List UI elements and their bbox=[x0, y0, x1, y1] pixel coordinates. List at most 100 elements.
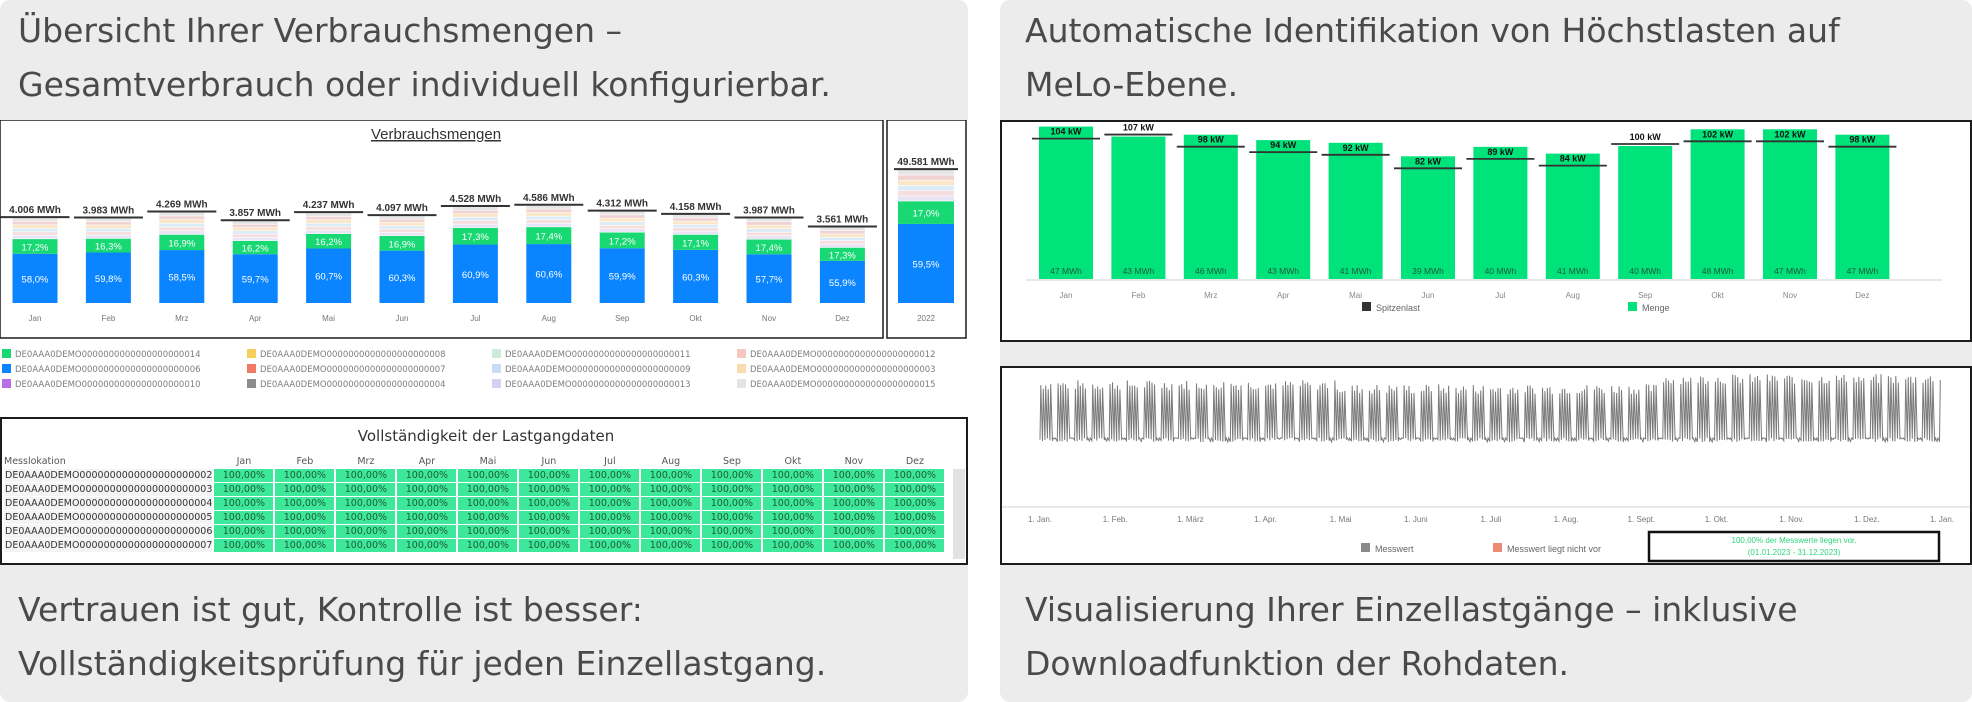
peak-label: 102 kW bbox=[1774, 129, 1806, 139]
table-header: Feb bbox=[296, 456, 314, 467]
peak-label: 82 kW bbox=[1415, 156, 1442, 166]
bar-minor-segment bbox=[452, 224, 498, 228]
bar-minor-segment bbox=[159, 216, 205, 220]
volume-label: 47 MWh bbox=[1774, 266, 1806, 276]
bar-minor-segment bbox=[746, 218, 792, 222]
caption-top-left: Übersicht Ihrer Verbrauchsmengen – Gesamt… bbox=[18, 11, 831, 104]
bar-minor-segment bbox=[599, 225, 645, 229]
bar-minor-segment bbox=[599, 229, 645, 232]
timeseries-line bbox=[1039, 374, 1941, 444]
bar-green-label: 17,4% bbox=[535, 232, 562, 243]
bar-minor-segment bbox=[599, 222, 645, 225]
table-row: DE0AAA0DEMO0000000000000000000005 100,00%… bbox=[4, 511, 945, 524]
table-cell-value: 100,00% bbox=[397, 511, 457, 524]
annual-bar-minor-segment bbox=[898, 170, 954, 175]
bar-minor-segment bbox=[85, 235, 131, 239]
table-cell-value: 100,00% bbox=[763, 483, 823, 496]
x-tick-label: Mrz bbox=[1204, 291, 1217, 300]
table-cell-location: DE0AAA0DEMO0000000000000000000002 bbox=[4, 469, 213, 482]
x-tick-label: Jul bbox=[470, 314, 480, 323]
bar-minor-segment bbox=[526, 216, 572, 220]
bar-green bbox=[526, 227, 572, 245]
table-cell-value: 100,00% bbox=[641, 497, 701, 510]
x-tick-label: Aug bbox=[1566, 291, 1580, 300]
bar-blue-label: 60,3% bbox=[389, 273, 416, 284]
bar-minor-segment bbox=[673, 221, 719, 225]
x-tick-label: Mai bbox=[1349, 291, 1362, 300]
x-tick-label: 1. Mai bbox=[1330, 515, 1352, 524]
volume-label: 46 MWh bbox=[1195, 266, 1227, 276]
legend-swatch bbox=[737, 364, 746, 373]
bar-blue bbox=[746, 254, 792, 303]
table-cell-value: 100,00% bbox=[824, 469, 884, 482]
volume-label: 47 MWh bbox=[1050, 266, 1082, 276]
bar-minor-segment bbox=[12, 232, 58, 236]
x-tick-label: Nov bbox=[762, 314, 776, 323]
bar-green-label: 16,9% bbox=[389, 239, 416, 250]
peak-label: 102 kW bbox=[1702, 129, 1734, 139]
table-cell-value: 100,00% bbox=[702, 511, 762, 524]
bar-minor-segment bbox=[12, 225, 58, 229]
table-cell-value: 100,00% bbox=[885, 525, 945, 538]
bar-green bbox=[673, 234, 719, 250]
legend-swatch-menge bbox=[1628, 302, 1637, 311]
table-scrollbar[interactable] bbox=[953, 469, 965, 559]
bar-green bbox=[12, 239, 58, 254]
peak-bar bbox=[1690, 129, 1745, 279]
table-cell-value: 100,00% bbox=[458, 483, 518, 496]
bar-green bbox=[306, 233, 352, 249]
table-cell-value: 100,00% bbox=[275, 469, 335, 482]
bar-minor-segment bbox=[232, 231, 278, 234]
table-header: Okt bbox=[784, 456, 802, 467]
bar-minor-segment bbox=[526, 205, 572, 209]
table-cell-value: 100,00% bbox=[458, 497, 518, 510]
table-cell-value: 100,00% bbox=[336, 511, 396, 524]
legend-item: DE0AAA0DEMO0000000000000000000006 bbox=[2, 364, 201, 375]
table-cell-value: 100,00% bbox=[214, 483, 274, 496]
legend-swatch bbox=[492, 364, 501, 373]
bar-minor-segment bbox=[306, 220, 352, 223]
bar-green-label: 17,2% bbox=[22, 242, 49, 253]
bar-blue bbox=[819, 260, 865, 303]
table-cell-value: 100,00% bbox=[702, 539, 762, 552]
volume-label: 48 MWh bbox=[1702, 266, 1734, 276]
annual-blue-label: 59,5% bbox=[913, 259, 940, 270]
table-header: Mrz bbox=[357, 456, 375, 467]
x-tick-label: Apr bbox=[1277, 291, 1290, 300]
bar-minor-segment bbox=[526, 209, 572, 213]
volume-label: 41 MWh bbox=[1557, 266, 1589, 276]
bar-minor-segment bbox=[12, 235, 58, 239]
legend-swatch bbox=[247, 364, 256, 373]
legend-label: DE0AAA0DEMO0000000000000000000007 bbox=[260, 365, 446, 375]
legend-item: DE0AAA0DEMO0000000000000000000010 bbox=[2, 379, 201, 390]
table-header: Mai bbox=[479, 456, 497, 467]
table-cell-value: 100,00% bbox=[275, 483, 335, 496]
table-cell-value: 100,00% bbox=[519, 497, 579, 510]
bar-minor-segment bbox=[746, 221, 792, 225]
peak-label: 107 kW bbox=[1123, 123, 1155, 133]
bar-minor-segment bbox=[379, 222, 425, 226]
bar-minor-segment bbox=[673, 231, 719, 235]
table-cell-value: 100,00% bbox=[763, 497, 823, 510]
legend-swatch bbox=[737, 349, 746, 358]
bar-minor-segment bbox=[819, 244, 865, 248]
table-cell-value: 100,00% bbox=[458, 469, 518, 482]
legend-label-menge: Menge bbox=[1642, 303, 1670, 313]
volume-label: 47 MWh bbox=[1847, 266, 1879, 276]
peak-load-card: 104 kW 47 MWh Jan 107 kW 43 MWh Feb 98 kW 46 MW… bbox=[1000, 120, 1972, 342]
table-cell-value: 100,00% bbox=[397, 497, 457, 510]
bar-minor-segment bbox=[452, 220, 498, 224]
annual-green-label: 17,0% bbox=[913, 209, 940, 220]
table-cell-value: 100,00% bbox=[580, 511, 640, 524]
table-cell-value: 100,00% bbox=[336, 497, 396, 510]
table-cell-value: 100,00% bbox=[641, 483, 701, 496]
completeness-title: Vollständigkeit der Lastgangdaten bbox=[357, 427, 615, 445]
legend-item: DE0AAA0DEMO0000000000000000000007 bbox=[247, 364, 446, 375]
bar-minor-segment bbox=[599, 211, 645, 215]
x-tick-label: 1. Apr. bbox=[1254, 515, 1277, 524]
bar-blue-label: 57,7% bbox=[756, 275, 783, 286]
bar-minor-segment bbox=[746, 232, 792, 236]
bar-minor-segment bbox=[526, 220, 572, 224]
table-cell-value: 100,00% bbox=[763, 469, 823, 482]
bar-blue bbox=[85, 252, 131, 303]
